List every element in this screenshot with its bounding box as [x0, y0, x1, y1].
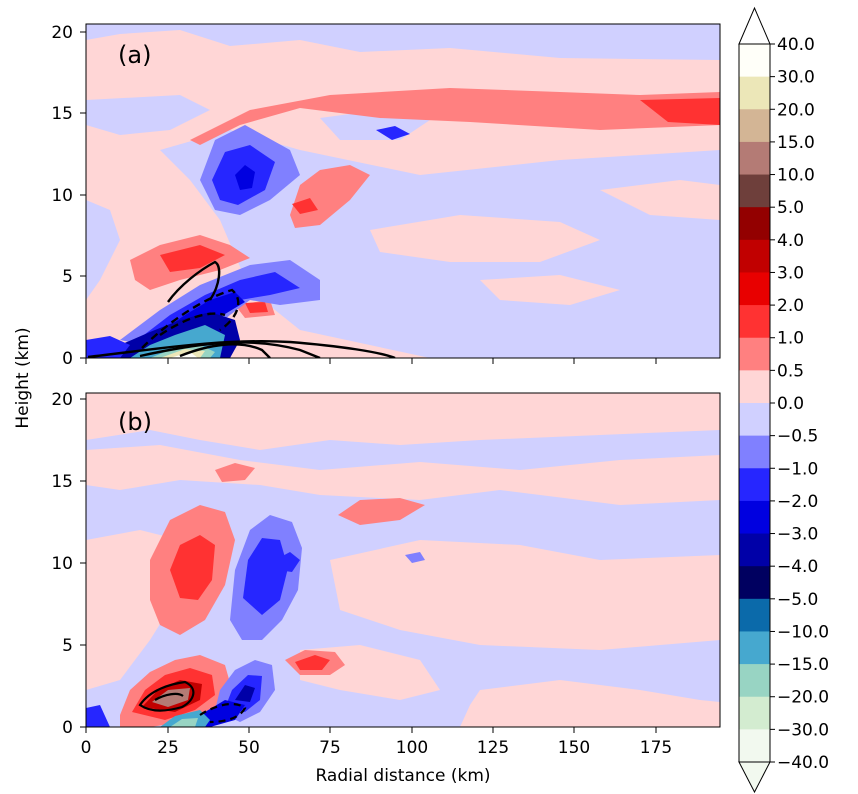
panel-a-ytick-label: 20 — [51, 23, 73, 43]
panel-a-x-ticks — [85, 358, 657, 364]
colorbar-swatch — [739, 76, 770, 110]
panel-b-field — [86, 393, 720, 727]
colorbar-swatch — [739, 109, 770, 143]
panel-b-xtick-label: 125 — [477, 738, 509, 758]
colorbar-tick-label: −3.0 — [777, 525, 818, 545]
colorbar-tick-label: 2.0 — [777, 296, 804, 316]
colorbar-swatch — [739, 435, 770, 469]
colorbar-swatch — [739, 696, 770, 730]
colorbar-swatch — [739, 631, 770, 665]
colorbar-tick-label: 20.0 — [777, 100, 815, 120]
panel-a-ytick-label: 10 — [51, 186, 73, 206]
panel-b-ytick-label: 15 — [51, 472, 73, 492]
colorbar-extend-max — [738, 6, 771, 45]
panel-b-xtick-label: 0 — [81, 738, 92, 758]
panel-b-xtick-label: 25 — [157, 738, 179, 758]
colorbar-tick-label: 5.0 — [777, 198, 804, 218]
colorbar-tick-label: −20.0 — [777, 688, 829, 708]
colorbar-tick-label: 15.0 — [777, 133, 815, 153]
colorbar-tick-label: 30.0 — [777, 68, 815, 88]
panel-a-y-ticks — [80, 31, 86, 359]
panel-b-label: (b) — [118, 408, 152, 436]
y-axis-title: Height (km) — [13, 327, 33, 428]
panel-a-contours — [87, 260, 396, 358]
panel-b-xtick-label: 150 — [558, 738, 590, 758]
colorbar-tick-label: 40.0 — [777, 35, 815, 55]
colorbar-tick-label: 0.5 — [777, 361, 804, 381]
panel-b-xtick-label: 175 — [640, 738, 672, 758]
colorbar-swatch — [739, 403, 770, 437]
colorbar-tick-label: 0.0 — [777, 394, 804, 414]
colorbar-swatch — [739, 729, 770, 763]
colorbar: 40.0 30.0 20.0 15.0 10.0 5.0 4.0 3.0 2.0 1.0 0.5 0.… — [738, 6, 829, 794]
colorbar-swatch — [739, 272, 770, 306]
panel-a-ytick-label: 0 — [62, 349, 73, 369]
colorbar-tick-label: −15.0 — [777, 655, 829, 675]
panel-b-y-ticks — [80, 398, 86, 728]
colorbar-swatch — [739, 305, 770, 339]
colorbar-swatch — [739, 468, 770, 502]
colorbar-tick-label: 10.0 — [777, 166, 815, 186]
colorbar-tick-label: −40.0 — [777, 753, 829, 773]
panel-b-ytick-label: 5 — [62, 636, 73, 656]
panel-b-contours — [138, 680, 247, 724]
colorbar-extend-min — [738, 761, 771, 794]
panel-b: (b) 0 5 10 15 20 0 25 50 — [51, 390, 721, 758]
panel-a-ytick-label: 15 — [51, 104, 73, 124]
colorbar-swatch — [739, 664, 770, 698]
panel-b-ytick-label: 0 — [62, 718, 73, 738]
colorbar-tick-label: 3.0 — [777, 263, 804, 283]
panel-a-frame — [85, 23, 721, 359]
colorbar-swatch — [739, 207, 770, 241]
panel-b-x-ticks — [85, 727, 657, 733]
panel-a: (a) 0 5 10 15 20 — [51, 23, 721, 369]
panel-b-xtick-label: 100 — [396, 738, 428, 758]
colorbar-swatch — [739, 239, 770, 273]
colorbar-swatch — [739, 174, 770, 208]
colorbar-tick-label: 1.0 — [777, 329, 804, 349]
colorbar-swatch — [739, 370, 770, 404]
colorbar-tick-label: −10.0 — [777, 622, 829, 642]
colorbar-tick-label: −4.0 — [777, 557, 818, 577]
panel-a-label: (a) — [118, 41, 151, 69]
panel-b-frame — [85, 392, 721, 728]
colorbar-tick-label: −5.0 — [777, 590, 818, 610]
colorbar-tick-label: −30.0 — [777, 720, 829, 740]
colorbar-swatch — [739, 44, 770, 78]
colorbar-swatch — [739, 566, 770, 600]
colorbar-swatch — [739, 598, 770, 632]
panel-a-ytick-label: 5 — [62, 267, 73, 287]
colorbar-swatch — [739, 533, 770, 567]
colorbar-tick-label: −1.0 — [777, 459, 818, 479]
panel-b-ytick-label: 20 — [51, 390, 73, 410]
colorbar-swatch — [739, 141, 770, 176]
panel-b-ytick-label: 10 — [51, 554, 73, 574]
x-axis-title: Radial distance (km) — [315, 766, 490, 786]
colorbar-tick-label: −2.0 — [777, 492, 818, 512]
colorbar-tick-label: 4.0 — [777, 231, 804, 251]
panel-b-xtick-label: 75 — [319, 738, 341, 758]
colorbar-swatch — [739, 500, 770, 535]
colorbar-tick-label: −0.5 — [777, 427, 818, 447]
colorbar-swatch — [739, 337, 770, 371]
panel-a-field — [86, 24, 720, 358]
panel-b-xtick-label: 50 — [238, 738, 260, 758]
